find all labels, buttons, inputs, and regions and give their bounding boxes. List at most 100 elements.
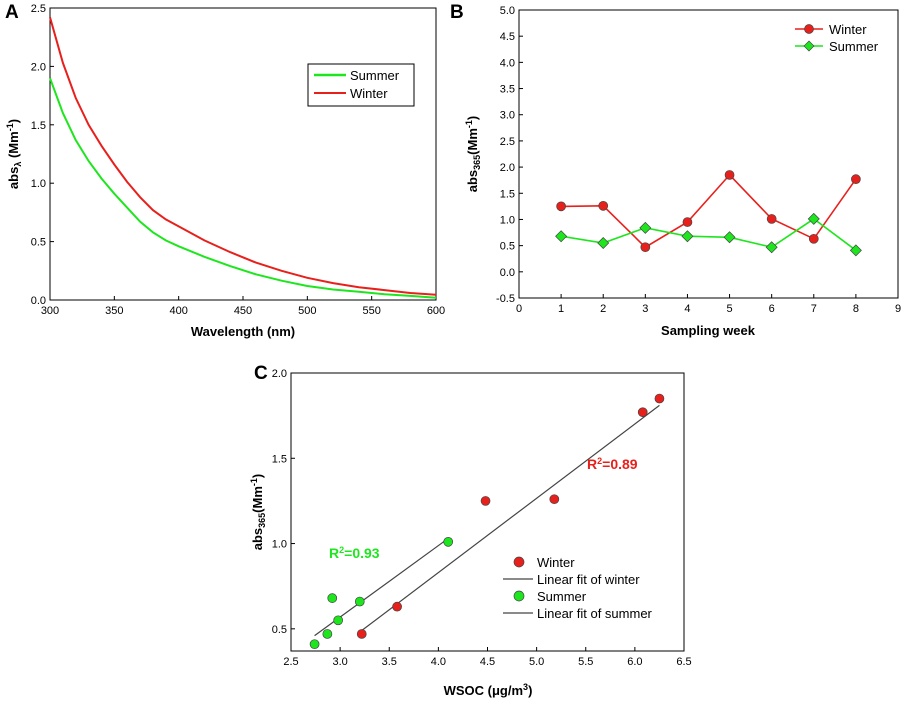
panel-b-y-tick-label: -0.5 — [496, 293, 515, 305]
panel-c-y-axis: 0.5 1.0 1.5 2.0 — [272, 368, 295, 636]
panel-b-point-winter — [766, 214, 777, 224]
panel-c-point-winter — [356, 629, 367, 639]
panel-b-y-tick-label: 0.5 — [500, 241, 515, 253]
panel-c-point-winter — [392, 601, 402, 612]
r2-winter-annotation: R2=0.89 — [587, 456, 638, 472]
panel-c-x-axis: 2.5 3.0 3.5 4.0 4.5 5.0 5.5 6.0 6.5 — [283, 647, 692, 668]
panel-a-x-tick-label: 500 — [298, 305, 316, 317]
panel-a-x-tick-label: 300 — [41, 305, 59, 317]
panel-c: C 0.5 1.0 1.5 2.0 2.5 3.0 3.5 4.0 4.5 5.0 5.5 6.0 6… — [249, 363, 692, 698]
panel-b-point-summer — [849, 244, 862, 257]
panel-b-plot-area — [555, 170, 862, 257]
panel-b-y-tick-label: 2.0 — [500, 162, 515, 174]
panel-a-line-summer — [49, 77, 437, 299]
panel-b-point-winter — [640, 242, 651, 253]
panel-b-point-summer — [639, 221, 652, 234]
panel-a-legend: Summer Winter — [307, 63, 415, 107]
panel-b-x-tick-label: 2 — [600, 303, 606, 315]
panel-b-x-tick-label: 8 — [853, 303, 859, 315]
panel-a-y-tick-label: 0.0 — [31, 295, 46, 307]
panel-b-x-tick-label: 1 — [558, 303, 564, 315]
panel-a-legend-box — [307, 63, 415, 107]
panel-b-y-tick-label: 4.0 — [500, 57, 515, 69]
panel-c-label: C — [254, 363, 268, 384]
panel-c-point-winter — [637, 407, 648, 418]
panel-c-x-tick-label: 5.5 — [578, 656, 593, 668]
panel-a-plot-area — [49, 17, 437, 299]
panel-b-x-tick-label: 6 — [769, 303, 775, 315]
legend-label-summer: Summer — [350, 68, 400, 83]
legend-label-summer-b: Summer — [829, 39, 879, 54]
legend-marker-summer-c — [513, 590, 525, 602]
panel-a-x-axis-label: Wavelength (nm) — [191, 324, 295, 339]
panel-c-point-summer — [327, 593, 338, 603]
panel-c-plot-area — [309, 393, 665, 650]
panel-b-point-winter — [808, 233, 819, 244]
panel-b-x-tick-label: 9 — [895, 303, 901, 315]
panel-c-legend: Winter Linear fit of winter Summer Linea… — [503, 555, 653, 621]
panel-b-y-axis-label: abs365(Mm-1) — [464, 116, 482, 193]
legend-marker-winter-b — [804, 24, 814, 34]
panel-c-point-winter — [480, 496, 491, 506]
panel-b-x-tick-label: 4 — [684, 303, 690, 315]
panel-b-point-winter — [598, 200, 609, 211]
panel-b-x-tick-label: 0 — [516, 303, 522, 315]
panel-b-point-winter — [682, 217, 693, 227]
panel-b-point-winter — [851, 174, 861, 184]
panel-a-x-tick-label: 600 — [427, 305, 445, 317]
panel-b-x-axis-label: Sampling week — [661, 323, 756, 338]
panel-c-x-tick-label: 2.5 — [283, 656, 298, 668]
panel-b-y-tick-label: 1.5 — [500, 188, 515, 200]
legend-label-fit-winter: Linear fit of winter — [537, 572, 640, 587]
legend-marker-winter-c — [513, 556, 525, 568]
panel-b-y-tick-label: 2.5 — [500, 136, 515, 148]
panel-a-y-tick-label: 1.5 — [31, 120, 46, 132]
panel-c-y-tick-label: 2.0 — [272, 368, 287, 380]
panel-c-x-tick-label: 4.0 — [431, 656, 446, 668]
panel-b-point-summer — [555, 230, 568, 243]
panel-a-x-tick-label: 400 — [169, 305, 187, 317]
legend-label-fit-summer: Linear fit of summer — [537, 606, 653, 621]
panel-c-x-tick-label: 3.0 — [332, 656, 347, 668]
panel-c-point-summer — [309, 639, 320, 650]
panel-a-y-tick-label: 2.5 — [31, 3, 46, 15]
panel-b-y-tick-label: 3.0 — [500, 110, 515, 122]
panel-c-x-tick-label: 6.0 — [627, 656, 642, 668]
panel-b-y-tick-label: 5.0 — [500, 5, 515, 17]
panel-b-point-summer — [765, 241, 778, 254]
panel-a-y-tick-label: 2.0 — [31, 61, 46, 73]
panel-c-x-axis-label: WSOC (μg/m3) — [444, 682, 533, 698]
legend-marker-summer-b — [803, 40, 815, 52]
panel-a-y-tick-label: 1.0 — [31, 178, 46, 190]
panel-b-point-winter — [724, 170, 735, 180]
legend-label-summer-c: Summer — [537, 589, 587, 604]
panel-c-y-tick-label: 1.0 — [272, 539, 287, 551]
panel-b-line-summer — [560, 217, 857, 251]
panel-a-y-axis: 0.0 0.5 1.0 1.5 2.0 2.5 — [31, 3, 54, 307]
panel-b-y-tick-label: 4.5 — [500, 31, 515, 43]
panel-b-y-axis: -0.5 0.0 0.5 1.0 1.5 2.0 2.5 3.0 3.5 4.0 4.5 5.0 — [496, 5, 523, 305]
panel-a-line-winter — [49, 17, 437, 296]
panel-b-y-tick-label: 3.5 — [500, 84, 515, 96]
panel-b-line-winter — [561, 173, 857, 249]
panel-a-x-tick-label: 550 — [362, 305, 380, 317]
r2-summer-annotation: R2=0.93 — [329, 545, 380, 561]
panel-a-label: A — [5, 2, 19, 23]
panel-a-x-axis: 300 350 400 450 500 550 600 — [41, 296, 445, 317]
panel-c-x-tick-label: 3.5 — [382, 656, 397, 668]
panel-c-point-winter — [549, 494, 560, 505]
panel-b-point-summer — [597, 237, 610, 250]
panel-b-point-summer — [681, 230, 694, 243]
panel-b-point-summer — [723, 231, 736, 244]
panel-b-y-tick-label: 0.0 — [500, 267, 515, 279]
panel-c-x-tick-label: 4.5 — [480, 656, 495, 668]
panel-b-x-tick-label: 3 — [642, 303, 648, 315]
panel-b-label: B — [450, 2, 464, 23]
panel-b-y-tick-label: 1.0 — [500, 214, 515, 226]
panel-a-x-tick-label: 450 — [234, 305, 252, 317]
panel-c-point-summer — [322, 629, 333, 639]
panel-b-x-tick-label: 5 — [726, 303, 732, 315]
legend-label-winter-c: Winter — [537, 555, 575, 570]
panel-a-x-tick-label: 350 — [105, 305, 123, 317]
panel-a-y-axis-label: absλ (Mm-1) — [5, 119, 23, 189]
